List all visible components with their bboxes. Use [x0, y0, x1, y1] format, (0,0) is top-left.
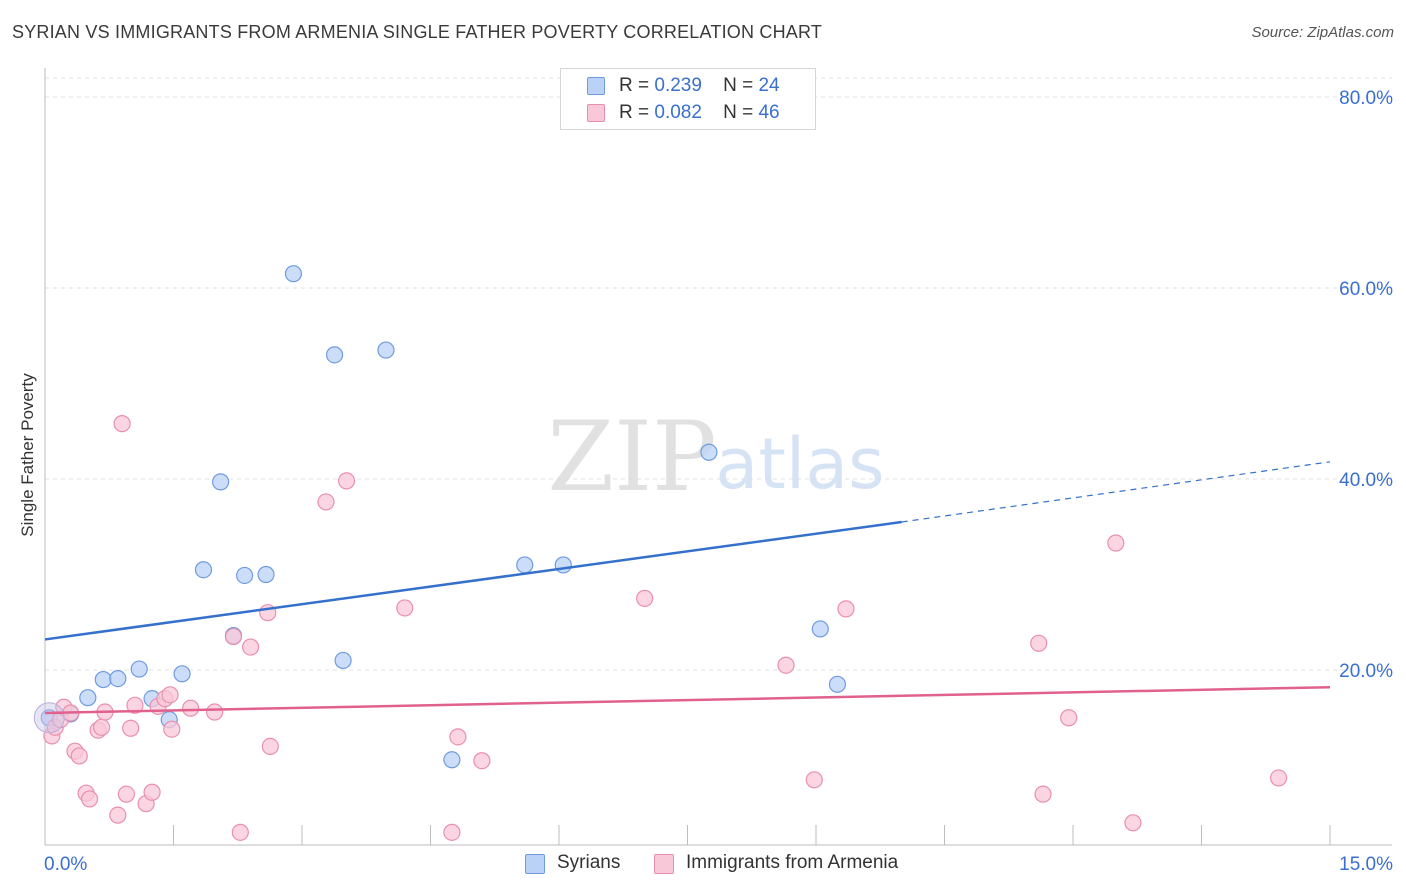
armenia-point [337, 472, 356, 490]
armenia-point [1124, 814, 1142, 832]
armenia-point [161, 686, 179, 704]
armenia-point [473, 752, 491, 770]
syrians-point [377, 341, 395, 359]
syrians-point [828, 675, 847, 693]
armenia-point [231, 823, 249, 841]
armenia-point [109, 806, 127, 824]
watermark-zip: ZIP [547, 401, 716, 513]
armenia-point [1030, 634, 1048, 652]
syrians-point [194, 561, 213, 579]
armenia-point [443, 823, 461, 841]
armenia-point [805, 771, 823, 789]
armenia-point [182, 699, 200, 717]
x-tick-label: 0.0% [44, 854, 87, 875]
armenia-point [80, 790, 99, 808]
tick-labels: 20.0% 40.0% 60.0% 80.0% 0.0% 15.0% [44, 88, 1393, 875]
trend-lines [44, 461, 1331, 715]
syrians-point [257, 565, 275, 584]
watermark: ZIP atlas [547, 401, 884, 513]
armenia-point [163, 720, 181, 738]
syrians-point [325, 346, 344, 364]
syrians-point [173, 665, 191, 683]
syrians-point [516, 556, 534, 574]
armenia-swatch [587, 104, 605, 122]
armenia-point [113, 415, 131, 433]
armenia-point [143, 783, 161, 801]
y-tick-label: 40.0% [1339, 470, 1393, 491]
armenia-point [1034, 785, 1052, 803]
syrians-point [94, 670, 112, 689]
armenia-point [122, 719, 140, 737]
syrians-point [236, 566, 254, 585]
syrians-point [554, 556, 572, 574]
syrians-trend-extension [901, 461, 1331, 523]
armenia-point [92, 718, 111, 736]
armenia-legend-swatch [654, 854, 674, 874]
syrians-point [334, 651, 352, 670]
y-tick-label: 80.0% [1339, 88, 1393, 109]
armenia-point [837, 600, 855, 618]
armenia-point [126, 696, 144, 714]
armenia-point [206, 703, 224, 721]
y-tick-label: 20.0% [1339, 661, 1393, 682]
syrians-point [212, 473, 230, 491]
armenia-point [224, 627, 243, 646]
r-label: R = [619, 75, 650, 96]
r-label: R = [619, 102, 650, 123]
syrians-r-value: 0.239 [654, 75, 702, 96]
source-label: Source: ZipAtlas.com [1251, 24, 1394, 41]
n-label: N = [723, 75, 754, 96]
armenia-point [261, 737, 279, 756]
y-tick-label: 60.0% [1339, 279, 1393, 300]
armenia-point [1060, 709, 1078, 727]
data-points [33, 265, 1288, 841]
syrians-legend-swatch [525, 854, 545, 874]
armenia-point [242, 638, 260, 656]
armenia-point [317, 493, 335, 511]
armenia-point [396, 599, 414, 617]
syrians-n-value: 24 [758, 75, 780, 96]
syrians-point [284, 265, 303, 283]
armenia-trend-line [44, 685, 1331, 715]
armenia-n-value: 46 [758, 102, 780, 123]
series-legend: Syrians Immigrants from Armenia [0, 852, 1406, 878]
stats-legend: R = 0.239 N = 24 R = 0.082 N = 46 [560, 68, 816, 130]
syrians-trend-line [44, 520, 902, 641]
armenia-point [636, 589, 654, 607]
cluster-point [33, 702, 65, 734]
syrians-point [109, 669, 127, 688]
armenia-point [777, 656, 795, 674]
syrians-point [811, 620, 829, 638]
syrians-swatch [587, 77, 605, 95]
armenia-point [117, 785, 135, 803]
syrians-point [700, 443, 718, 461]
armenia-r-value: 0.082 [654, 102, 702, 123]
syrians-legend-label: Syrians [557, 852, 621, 873]
n-label: N = [723, 102, 754, 123]
syrians-point [443, 751, 461, 769]
x-tick-label: 15.0% [1339, 854, 1393, 875]
armenia-point [449, 728, 467, 746]
syrians-point [130, 660, 148, 678]
armenia-point [70, 747, 88, 765]
armenia-legend-label: Immigrants from Armenia [686, 852, 899, 873]
syrians-point [79, 689, 97, 707]
chart-title: SYRIAN VS IMMIGRANTS FROM ARMENIA SINGLE… [12, 22, 823, 42]
watermark-atlas: atlas [715, 423, 884, 505]
armenia-point [1269, 769, 1288, 787]
armenia-point [1107, 534, 1125, 552]
